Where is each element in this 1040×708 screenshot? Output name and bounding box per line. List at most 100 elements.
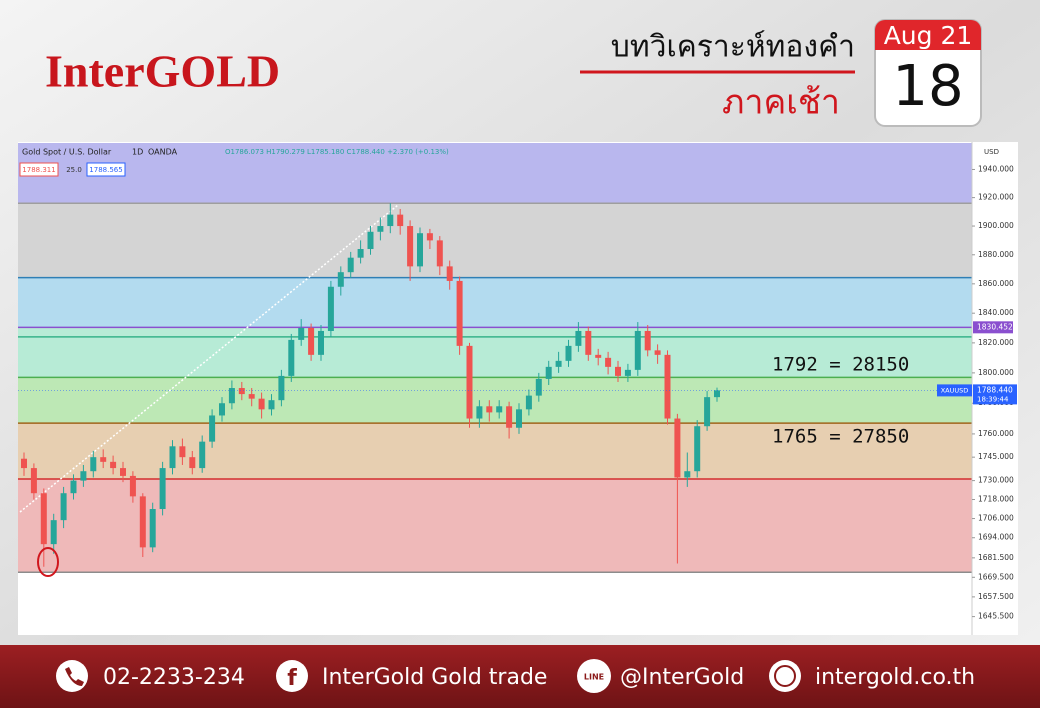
candle-body [684,471,691,478]
candle-body [50,520,57,545]
y-tick-label: 1706.000 [978,514,1014,523]
y-axis: 1940.000 1920.000 1900.000 1880.000 1860.000… [972,164,1017,621]
candle-body [674,418,681,478]
candle-body [159,468,166,510]
candle-body [516,409,522,428]
candle-body [605,357,612,367]
level-tag-label: 1830.452 [977,322,1013,331]
candle-body [466,345,473,419]
candle-body [367,231,374,250]
candle-body [634,330,641,370]
brand: InterGOLD [45,46,280,97]
candle-body [397,214,404,227]
candle-body [525,395,532,410]
level-band [18,277,972,328]
candle-body [258,398,265,410]
candle-body [90,457,97,472]
candle-body [407,226,414,267]
price-countdown: 18:39:44 [977,395,1009,403]
y-tick-label: 1800.000 [978,368,1014,377]
ohlc-text: O1786.073 H1790.279 L1785.180 C1788.440 … [225,148,449,156]
candle-body [595,354,602,358]
candle-body [268,400,275,410]
candle-body [387,214,394,227]
candle-body [506,406,513,428]
level-tag [973,321,1013,334]
web-icon [769,660,801,692]
chart-title: Gold Spot / U.S. Dollar [22,148,112,157]
level-band [18,336,972,378]
candle-body [318,330,324,355]
y-tick-label: 1718.000 [978,495,1014,504]
bid: 1788.311 [22,166,55,174]
candle-body [535,378,542,396]
candle-body [189,457,196,469]
y-tick-label: 1940.000 [978,164,1014,173]
currency: USD [984,148,999,156]
candle-body [199,441,206,469]
candle-body [21,458,27,469]
candle-body [129,475,136,497]
candle-body [337,272,344,287]
candle-body [139,496,146,548]
source: OANDA [148,148,178,157]
website: intergold.co.th [815,665,975,690]
trend-line [19,204,399,513]
level-band [18,377,972,424]
facebook-glyph: f [287,666,297,691]
candle-body [209,415,216,442]
level-band [18,423,972,480]
candle-body [714,390,720,398]
candle-body [417,233,423,267]
y-tick-label: 1669.500 [978,572,1014,581]
calendar: Aug 21 18 [874,19,982,127]
candle-body [278,375,285,401]
candle-body [704,397,711,427]
candle-body [644,330,651,351]
price-tag [973,384,1017,405]
candle-body [486,406,493,413]
y-tick-label: 1681.500 [978,553,1014,562]
y-tick-label: 1657.500 [978,592,1014,601]
footer: 02-2233-234 f InterGold Gold trade LINE … [56,659,975,693]
candle-body [100,457,107,462]
subtitle: ภาคเช้า [722,83,840,123]
level-band [18,479,972,573]
ask-box [86,162,126,177]
y-tick-label: 1840.000 [978,308,1014,317]
symbol-tag-label: XAUUSD [941,386,969,394]
title: บทวิเคราะห์ทองคำ [611,30,855,65]
candle-body [654,350,661,355]
y-tick-label: 1820.000 [978,338,1014,347]
bid-box [19,162,59,177]
spread: 25.0 [66,166,82,174]
y-tick-label: 1920.000 [978,193,1014,202]
candle-body [565,345,572,361]
phone: 02-2233-234 [103,665,245,690]
date-day: 18 [892,54,963,119]
candle-body [377,226,384,232]
level-band [18,203,972,278]
candle-body [238,388,245,395]
candle-body [624,369,631,376]
date-month: Aug 21 [884,21,973,50]
annotation: 1765 = 27850 [772,426,909,448]
candle-body [179,446,186,458]
candle-body [219,403,225,416]
candle-body [694,426,701,472]
y-tick-label: 1900.000 [978,221,1014,230]
candle-body [80,471,87,481]
y-tick-label: 1645.500 [978,612,1014,621]
ask: 1788.565 [89,166,122,174]
candle-body [110,461,117,469]
level-band [18,143,972,204]
y-tick-label: 1745.000 [978,452,1014,461]
level-band [18,327,972,337]
candle-body [496,406,503,413]
candle-body [149,509,156,548]
candle-body [357,249,364,258]
candle-body [120,468,126,476]
candle-body [664,354,671,419]
candle-body [347,257,354,273]
